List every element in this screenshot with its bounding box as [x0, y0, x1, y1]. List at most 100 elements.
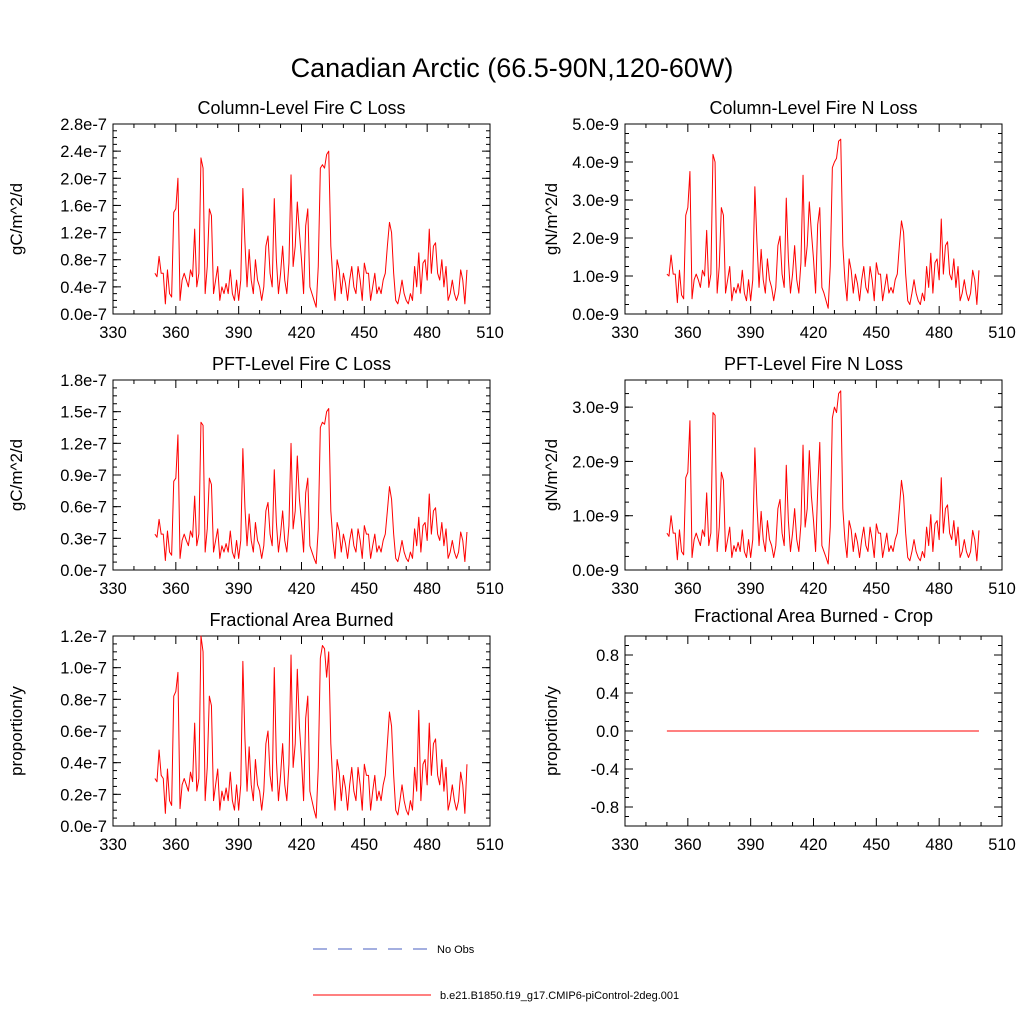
x-tick-label: 420: [288, 580, 316, 598]
y-tick-label: 1.2e-7: [60, 225, 107, 243]
y-axis-label: proportion/y: [7, 686, 26, 776]
x-tick-label: 330: [99, 836, 127, 854]
y-tick-label: 0.9e-7: [60, 467, 107, 485]
panel-title: PFT-Level Fire N Loss: [724, 354, 903, 374]
x-tick-label: 330: [99, 324, 127, 342]
x-tick-label: 450: [863, 836, 891, 854]
panel-column-n-loss: 330 360 390 420 450 480 510 0.0e-9 1.0e-9 2.0e-9 3…: [542, 98, 1016, 342]
x-tick-label: 390: [225, 580, 253, 598]
y-tick-label: 0.6e-7: [60, 499, 107, 517]
x-tick-label: 360: [674, 324, 702, 342]
x-tick-label: 480: [925, 580, 953, 598]
series-line: [154, 408, 468, 565]
x-tick-label: 480: [925, 836, 953, 854]
y-tick-label: 1.0e-7: [60, 660, 107, 678]
y-tick-label: 0.4e-7: [60, 755, 107, 773]
x-tick-label: 330: [611, 580, 639, 598]
x-tick-label: 480: [925, 324, 953, 342]
y-tick-label: 0.2e-7: [60, 786, 107, 804]
y-tick-label: 0.0: [596, 723, 619, 741]
panel-title: Fractional Area Burned: [209, 610, 393, 630]
y-axis-label: gN/m^2/d: [542, 439, 561, 511]
y-tick-label: 0.3e-7: [60, 530, 107, 548]
x-tick-label: 510: [988, 836, 1016, 854]
y-tick-label: 1.2e-7: [60, 628, 107, 646]
x-tick-label: 360: [674, 580, 702, 598]
x-tick-label: 360: [162, 580, 190, 598]
x-tick-label: 420: [288, 324, 316, 342]
y-tick-label: 0.8e-7: [60, 252, 107, 270]
legend: No Obs b.e21.B1850.f19_g17.CMIP6-piContr…: [313, 944, 679, 1002]
y-tick-label: 1.0e-9: [572, 508, 619, 526]
y-tick-label: 5.0e-9: [572, 116, 619, 134]
y-tick-label: 2.0e-9: [572, 230, 619, 248]
x-tick-label: 510: [476, 580, 504, 598]
x-tick-label: 330: [611, 324, 639, 342]
plot-frame: [624, 379, 1003, 571]
y-tick-label: 0.0e-7: [60, 818, 107, 836]
y-tick-label: 2.4e-7: [60, 143, 107, 161]
x-tick-label: 360: [674, 836, 702, 854]
x-tick-label: 390: [737, 836, 765, 854]
x-tick-label: 450: [863, 324, 891, 342]
y-tick-label: 1.6e-7: [60, 197, 107, 215]
x-tick-label: 390: [737, 324, 765, 342]
x-tick-label: 360: [162, 324, 190, 342]
y-tick-label: 0.0e-9: [572, 562, 619, 580]
x-tick-label: 450: [863, 580, 891, 598]
y-tick-label: 0.0e-7: [60, 306, 107, 324]
y-tick-label: 2.0e-9: [572, 453, 619, 471]
y-tick-label: 2.8e-7: [60, 116, 107, 134]
y-tick-label: -0.8: [591, 799, 619, 817]
series-line: [154, 150, 468, 308]
y-tick-label: 1.5e-7: [60, 404, 107, 422]
series-line: [666, 390, 980, 565]
series-line: [154, 635, 468, 819]
y-tick-label: 0.6e-7: [60, 723, 107, 741]
y-axis-label: gC/m^2/d: [7, 183, 26, 255]
x-tick-label: 330: [99, 580, 127, 598]
panel-column-c-loss: 330 360 390 420 450 480 510 0.0e-7 0.4e-7 0.8e-7 1…: [7, 98, 504, 342]
x-tick-label: 510: [476, 324, 504, 342]
y-tick-label: 3.0e-9: [572, 192, 619, 210]
y-tick-label: 1.2e-7: [60, 435, 107, 453]
y-tick-label: 0.0e-7: [60, 562, 107, 580]
legend-label-no-obs: No Obs: [437, 944, 475, 956]
y-tick-label: 0.8: [596, 647, 619, 665]
x-tick-label: 510: [988, 580, 1016, 598]
panels: 330 360 390 420 450 480 510 0.0e-7 0.4e-7 0.8e-7 1…: [7, 98, 1016, 854]
x-tick-label: 510: [476, 836, 504, 854]
x-tick-label: 420: [800, 836, 828, 854]
y-tick-label: 0.0e-9: [572, 306, 619, 324]
y-axis-label: proportion/y: [542, 686, 561, 776]
x-tick-label: 360: [162, 836, 190, 854]
plot-frame: [112, 123, 491, 315]
panel-title: Fractional Area Burned - Crop: [694, 606, 933, 626]
y-tick-label: 2.0e-7: [60, 170, 107, 188]
x-tick-label: 390: [737, 580, 765, 598]
panel-title: Column-Level Fire N Loss: [709, 98, 917, 118]
x-tick-label: 480: [413, 324, 441, 342]
figure-title: Canadian Arctic (66.5-90N,120-60W): [291, 53, 734, 83]
x-tick-label: 480: [413, 580, 441, 598]
y-tick-label: 1.8e-7: [60, 372, 107, 390]
x-tick-label: 420: [800, 580, 828, 598]
y-tick-label: 1.0e-9: [572, 268, 619, 286]
x-tick-label: 420: [288, 836, 316, 854]
x-tick-label: 510: [988, 324, 1016, 342]
panel-title: PFT-Level Fire C Loss: [212, 354, 391, 374]
y-tick-label: -0.4: [591, 761, 619, 779]
legend-label-model: b.e21.B1850.f19_g17.CMIP6-piControl-2deg…: [440, 990, 679, 1002]
y-tick-label: 3.0e-9: [572, 399, 619, 417]
y-tick-label: 4.0e-9: [572, 154, 619, 172]
y-tick-label: 0.4e-7: [60, 279, 107, 297]
plot-frame: [112, 379, 491, 571]
x-tick-label: 390: [225, 324, 253, 342]
panel-pft-c-loss: 330 360 390 420 450 480 510 0.0e-7 0.3e-7 0.6e-7 0…: [7, 354, 504, 598]
y-axis-label: gN/m^2/d: [542, 183, 561, 255]
y-tick-label: 0.4: [596, 685, 619, 703]
y-tick-label: 0.8e-7: [60, 691, 107, 709]
x-tick-label: 480: [413, 836, 441, 854]
panel-area-burned-crop: 330 360 390 420 450 480 510 -0.8 -0.4 0.0 0.4 0.8 Fr…: [542, 606, 1016, 854]
